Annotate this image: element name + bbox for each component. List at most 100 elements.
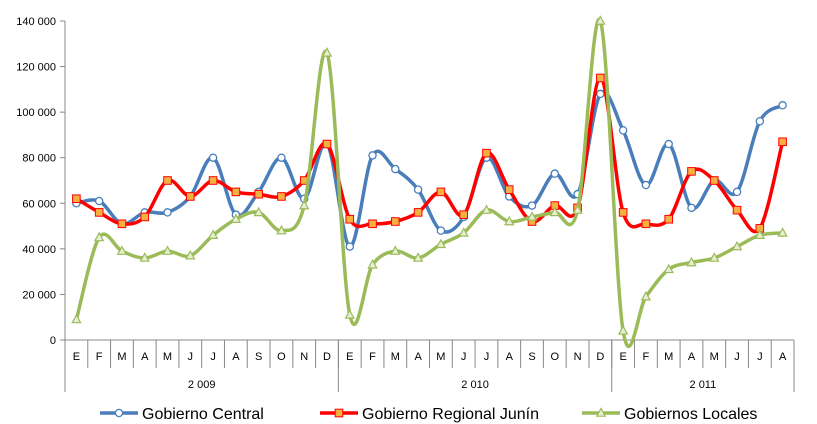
legend-label: Gobierno Regional Junín <box>362 406 539 423</box>
data-point <box>618 208 628 217</box>
data-point <box>368 151 377 160</box>
x-month-label: M <box>664 351 673 363</box>
x-month-label: M <box>436 351 445 363</box>
x-month-label: M <box>117 351 126 363</box>
x-month-label: S <box>528 351 535 363</box>
series-2 <box>71 15 788 349</box>
data-point <box>754 229 766 239</box>
x-month-label: A <box>141 351 149 363</box>
data-point <box>230 213 242 224</box>
data-point <box>71 313 82 324</box>
data-point <box>435 238 447 249</box>
data-point <box>231 187 241 197</box>
data-point <box>458 227 469 237</box>
chart-axes: 0 20 000 40 000 60 000 80 000 100 000 120 000 1… <box>16 16 795 392</box>
x-month-label: A <box>232 351 240 363</box>
data-point <box>504 185 514 194</box>
data-point <box>321 47 333 57</box>
data-point <box>276 224 287 235</box>
data-point <box>777 227 788 237</box>
data-point <box>94 196 104 206</box>
data-point <box>482 148 491 158</box>
data-point <box>686 256 697 267</box>
x-month-label: E <box>346 351 353 363</box>
data-point <box>755 117 765 126</box>
data-point <box>391 164 400 174</box>
data-point <box>596 73 605 83</box>
data-point <box>390 245 401 255</box>
x-month-label: D <box>596 351 604 363</box>
data-point <box>345 214 355 224</box>
legend-entry: Gobierno Regional Junín <box>320 406 539 423</box>
data-point <box>687 167 696 176</box>
data-point <box>549 206 561 217</box>
data-point <box>618 126 628 135</box>
data-point <box>413 185 423 194</box>
data-point <box>277 153 286 162</box>
data-point <box>596 89 605 99</box>
x-month-label: F <box>369 351 376 363</box>
data-point <box>778 101 787 110</box>
data-point <box>93 231 105 242</box>
x-month-label: A <box>779 351 787 363</box>
x-month-label: J <box>757 351 763 363</box>
data-point <box>709 176 719 185</box>
x-month-label: M <box>391 351 400 363</box>
data-point <box>663 263 674 274</box>
x-month-label: A <box>506 351 514 363</box>
series-0 <box>72 89 787 251</box>
data-point <box>116 245 128 255</box>
data-point <box>322 139 332 149</box>
data-point <box>664 139 673 149</box>
data-point <box>595 15 606 25</box>
data-point <box>526 211 538 221</box>
data-point <box>185 192 195 201</box>
data-point <box>731 240 743 251</box>
legend-entry: Gobierno Central <box>100 406 264 423</box>
x-year-label: 2 009 <box>188 379 216 391</box>
data-point <box>617 325 629 335</box>
legend-label: Gobiernos Locales <box>624 406 757 423</box>
plot-area <box>71 15 788 349</box>
x-month-label: J <box>461 351 467 363</box>
x-month-label: O <box>551 351 560 363</box>
x-month-label: J <box>734 351 740 363</box>
y-tick-label: 20 000 <box>22 289 56 301</box>
y-tick-label: 0 <box>50 335 56 347</box>
data-point <box>504 215 515 226</box>
data-point <box>344 309 355 319</box>
y-tick-label: 140 000 <box>16 16 56 28</box>
data-point <box>413 208 423 217</box>
series-line <box>74 90 785 249</box>
x-year-label: 2 011 <box>690 379 717 391</box>
data-point <box>72 194 81 204</box>
data-point <box>185 249 196 260</box>
x-month-label: N <box>300 351 308 363</box>
data-point <box>732 187 742 197</box>
legend-swatch-marker <box>114 408 124 418</box>
x-month-label: A <box>414 351 422 363</box>
data-point <box>778 137 787 147</box>
legend-entry: Gobiernos Locales <box>582 406 757 423</box>
data-point <box>254 189 263 199</box>
data-point <box>640 290 652 301</box>
data-point <box>412 252 424 262</box>
y-tick-label: 40 000 <box>22 244 56 256</box>
x-month-label: O <box>277 351 286 363</box>
data-point <box>550 169 560 178</box>
x-year-label: 2 010 <box>461 379 489 391</box>
data-point <box>436 226 446 235</box>
x-month-label: F <box>96 351 103 363</box>
x-month-label: D <box>323 351 331 363</box>
data-point <box>641 219 651 229</box>
data-point <box>277 192 286 201</box>
data-point <box>641 180 651 190</box>
data-point <box>163 176 172 185</box>
data-point <box>368 219 377 229</box>
legend-swatch-marker <box>595 407 607 417</box>
legend-label: Gobierno Central <box>142 406 264 423</box>
data-point <box>298 199 310 210</box>
x-month-label: J <box>484 351 490 363</box>
data-point <box>391 217 400 226</box>
data-point <box>367 259 378 269</box>
